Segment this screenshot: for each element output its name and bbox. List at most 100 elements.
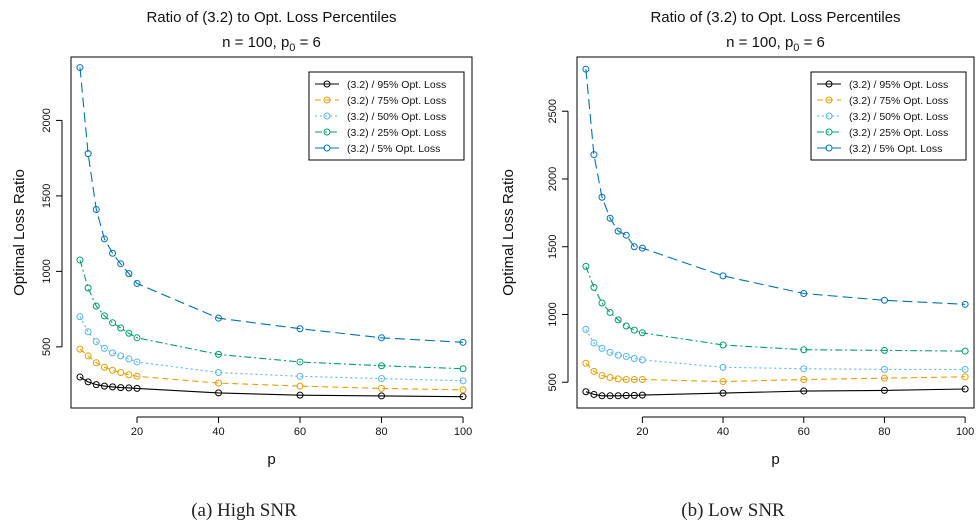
data-point xyxy=(630,326,638,334)
series-1 xyxy=(76,373,467,401)
x-tick-label: 80 xyxy=(375,426,387,438)
y-tick-label: 500 xyxy=(547,373,559,391)
series-line xyxy=(585,329,966,370)
data-point xyxy=(215,379,223,387)
data-point xyxy=(582,359,590,367)
data-point xyxy=(100,382,108,390)
chart-title: Ratio of (3.2) to Opt. Loss Percentiles xyxy=(650,9,900,26)
figure: Ratio of (3.2) to Opt. Loss Percentiles n… xyxy=(11,9,975,468)
data-point xyxy=(614,227,622,235)
data-point xyxy=(719,272,727,280)
data-point xyxy=(961,365,969,373)
data-point xyxy=(100,363,108,371)
y-tick-label: 2000 xyxy=(41,108,53,132)
data-point xyxy=(76,313,84,321)
data-point xyxy=(590,339,598,347)
data-point xyxy=(598,193,606,201)
caption-high-snr: (a) High SNR xyxy=(191,500,297,521)
data-point xyxy=(800,387,808,395)
subtitle-text: n = 100, p xyxy=(222,34,289,51)
data-point xyxy=(961,373,969,381)
subtitle-subscript: 0 xyxy=(793,42,799,54)
data-point xyxy=(614,392,622,400)
legend-marker xyxy=(323,96,331,104)
data-point xyxy=(606,308,614,316)
data-point xyxy=(638,244,646,252)
data-point xyxy=(84,378,92,386)
data-point xyxy=(622,353,630,361)
series-line xyxy=(79,67,464,343)
y-tick-label: 1500 xyxy=(41,184,53,208)
plot-frame xyxy=(70,56,473,409)
data-point xyxy=(800,365,808,373)
legend-box xyxy=(810,71,967,161)
data-point xyxy=(459,393,467,401)
legend-marker xyxy=(825,80,833,88)
data-point xyxy=(100,312,108,320)
series-5 xyxy=(76,64,467,346)
x-tick-label: 100 xyxy=(956,426,974,438)
data-point xyxy=(92,338,100,346)
caption-low-snr: (b) Low SNR xyxy=(681,500,785,521)
legend-marker xyxy=(825,128,833,136)
data-point xyxy=(296,382,304,390)
data-point xyxy=(614,316,622,324)
legend-marker xyxy=(825,96,833,104)
legend: (3.2) / 95% Opt. Loss (3.2) / 75% Opt. Lo… xyxy=(810,71,967,161)
data-point xyxy=(133,372,141,380)
data-point xyxy=(109,383,117,391)
series-line xyxy=(79,348,464,391)
data-point xyxy=(92,302,100,310)
data-point xyxy=(84,352,92,360)
data-point xyxy=(880,365,888,373)
legend-marker xyxy=(323,80,331,88)
data-point xyxy=(880,374,888,382)
y-tick-label: 1000 xyxy=(41,259,53,283)
y-axis-label: Optimal Loss Ratio xyxy=(500,169,517,296)
data-point xyxy=(719,378,727,386)
data-point xyxy=(638,356,646,364)
data-point xyxy=(125,270,133,278)
data-point xyxy=(719,341,727,349)
data-point xyxy=(125,355,133,363)
data-point xyxy=(459,365,467,373)
data-point xyxy=(719,363,727,371)
data-point xyxy=(598,392,606,400)
series-4 xyxy=(582,262,969,355)
legend-marker xyxy=(323,112,331,120)
data-point xyxy=(598,299,606,307)
legend-label: (3.2) / 75% Opt. Loss xyxy=(347,95,446,107)
series-4 xyxy=(76,256,467,373)
legend-label: (3.2) / 25% Opt. Loss xyxy=(849,127,948,139)
legend-marker xyxy=(323,128,331,136)
data-point xyxy=(598,344,606,352)
series-line xyxy=(585,388,966,397)
data-point xyxy=(100,235,108,243)
series-line xyxy=(585,362,966,383)
data-point xyxy=(638,391,646,399)
legend-label: (3.2) / 5% Opt. Loss xyxy=(849,143,942,155)
data-point xyxy=(133,279,141,287)
data-point xyxy=(459,386,467,394)
data-point xyxy=(606,348,614,356)
series-line xyxy=(79,316,464,382)
data-point xyxy=(590,151,598,159)
series-3 xyxy=(582,325,969,373)
data-point xyxy=(582,388,590,396)
x-tick-label: 20 xyxy=(131,426,143,438)
data-point xyxy=(638,329,646,337)
data-point xyxy=(125,384,133,392)
subtitle-text: n = 100, p xyxy=(726,34,793,51)
data-point xyxy=(582,65,590,73)
legend-label: (3.2) / 95% Opt. Loss xyxy=(347,79,446,91)
data-point xyxy=(614,375,622,383)
data-point xyxy=(378,375,386,383)
data-point xyxy=(296,358,304,366)
x-tick-label: 100 xyxy=(454,426,472,438)
y-tick-label: 500 xyxy=(41,338,53,356)
data-point xyxy=(459,338,467,346)
data-point xyxy=(92,205,100,213)
panel-low-snr: Ratio of (3.2) to Opt. Loss Percentiles n… xyxy=(500,9,975,468)
subtitle-subscript: 0 xyxy=(289,42,295,54)
data-point xyxy=(215,389,223,397)
